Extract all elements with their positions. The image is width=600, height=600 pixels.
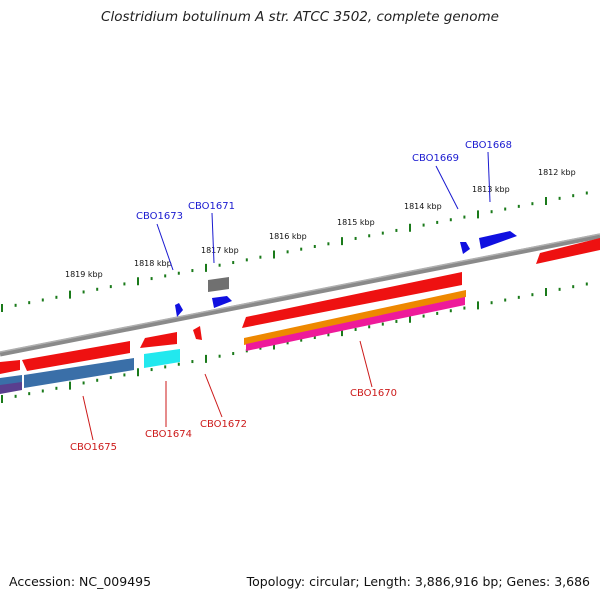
gene-label[interactable]: CBO1672 [200, 419, 247, 430]
forward-features [175, 231, 517, 317]
scale-label: 1813 kbp [472, 185, 510, 194]
gene-label[interactable]: CBO1668 [465, 140, 512, 151]
backbone-highlight [0, 233, 600, 353]
gene-feature[interactable] [22, 341, 130, 371]
gene-feature[interactable] [193, 326, 202, 340]
scale-label: 1812 kbp [538, 168, 576, 177]
gene-feature[interactable] [246, 297, 465, 351]
gene-feature[interactable] [208, 277, 229, 292]
outer-tick-track [1, 191, 588, 312]
topology-label: Topology: circular; Length: 3,886,916 bp… [246, 574, 590, 589]
leader-lines [82, 151, 491, 441]
gene-label[interactable]: CBO1670 [350, 388, 397, 399]
scale-label: 1817 kbp [201, 246, 239, 255]
scale-label: 1819 kbp [65, 270, 103, 279]
gene-feature[interactable] [536, 238, 600, 264]
map-title: Clostridium botulinum A str. ATCC 3502, … [101, 9, 499, 25]
gene-feature[interactable] [244, 290, 466, 345]
gene-feature[interactable] [175, 303, 183, 317]
scale-label: 1818 kbp [134, 259, 172, 268]
gene-feature[interactable] [24, 358, 134, 388]
gene-feature[interactable] [140, 332, 177, 348]
gene-label[interactable]: CBO1674 [145, 429, 192, 440]
scale-label: 1815 kbp [337, 218, 375, 227]
gene-feature[interactable] [212, 296, 232, 308]
gene-label[interactable]: CBO1671 [188, 201, 235, 212]
gene-feature[interactable] [479, 231, 517, 249]
genome-backbone [0, 233, 600, 357]
gene-feature[interactable] [0, 382, 22, 394]
gene-label[interactable]: CBO1673 [136, 211, 183, 222]
gene-label[interactable]: CBO1675 [70, 442, 117, 453]
accession-label: Accession: NC_009495 [9, 574, 152, 589]
reverse-features [0, 238, 600, 394]
scale-label: 1816 kbp [269, 232, 307, 241]
gene-feature[interactable] [0, 360, 20, 374]
gene-label[interactable]: CBO1669 [412, 153, 459, 164]
inner-tick-track [1, 282, 588, 403]
gene-feature[interactable] [460, 242, 470, 254]
gene-feature[interactable] [144, 349, 180, 368]
scale-label: 1814 kbp [404, 202, 442, 211]
gene-feature[interactable] [242, 272, 462, 328]
